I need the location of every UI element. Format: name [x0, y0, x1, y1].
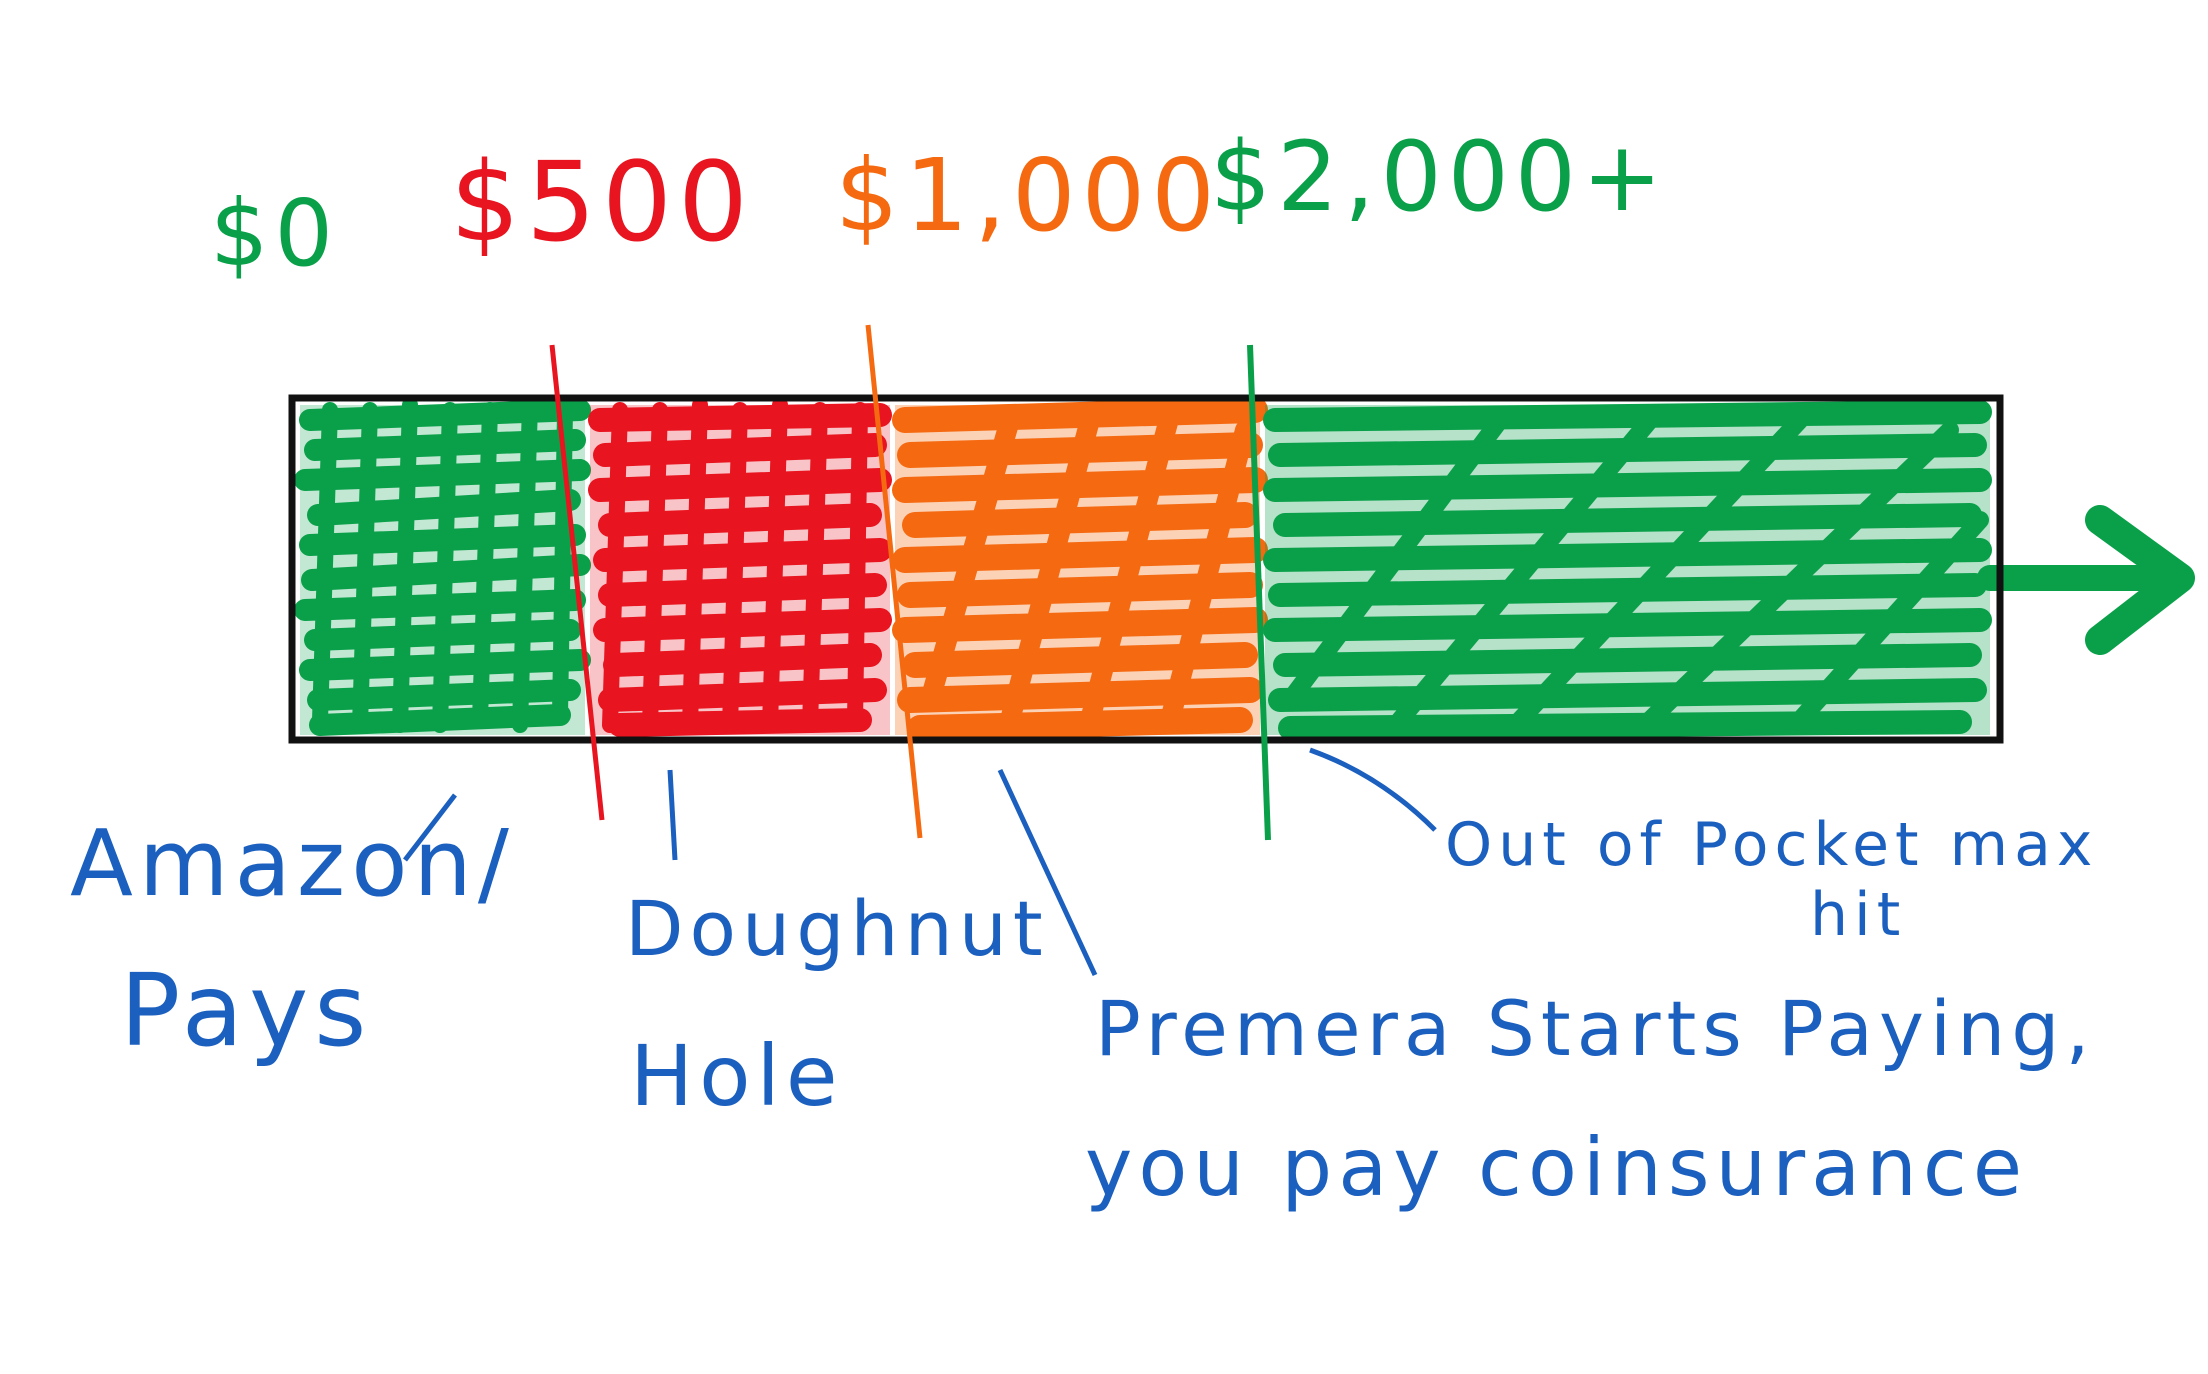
threshold-label-500: $500	[450, 138, 754, 266]
segment-out-of-pocket-max	[1263, 400, 1992, 740]
pointer-amazon	[403, 793, 457, 862]
pointer-oop	[1309, 747, 1437, 832]
continuation-arrow	[1977, 505, 2195, 655]
divider-1000	[865, 324, 923, 839]
segment-premera-coinsurance	[892, 397, 1268, 741]
annotation-doughnut-line2: Hole	[630, 1027, 844, 1125]
pointer-doughnut	[667, 769, 678, 861]
divider-2000	[1247, 344, 1271, 841]
threshold-label-0: $0	[210, 180, 339, 287]
threshold-label-1000: $1,000	[835, 137, 1221, 254]
segment-doughnut-hole	[588, 397, 892, 737]
pointer-premera	[997, 768, 1098, 977]
annotation-amazon-line2: Pays	[120, 952, 372, 1069]
timeline-bar-outline	[288, 394, 2004, 744]
divider-500	[549, 344, 605, 821]
annotation-oop-line1: Out of Pocket max	[1445, 810, 2098, 880]
segment-amazon-pays	[294, 397, 591, 736]
annotation-oop-line2: hit	[1810, 880, 1906, 950]
threshold-label-2000: $2,000+	[1210, 121, 1668, 233]
annotation-premera-line2: you pay coinsurance	[1085, 1121, 2028, 1214]
annotation-doughnut-line1: Doughnut	[625, 884, 1049, 973]
annotation-premera-line1: Premera Starts Paying,	[1095, 984, 2096, 1073]
annotation-amazon-line1: Amazon/	[70, 810, 515, 917]
